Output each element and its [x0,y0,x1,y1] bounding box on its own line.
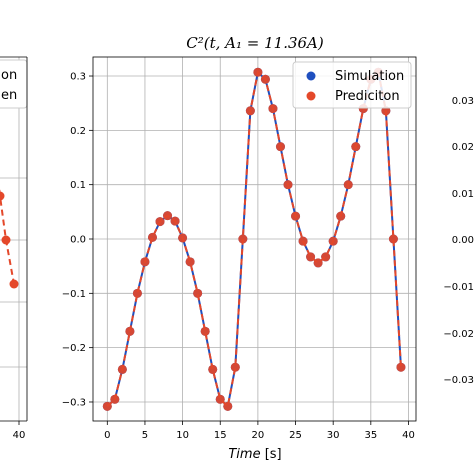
left-panel-legend-text-2: en [1,88,17,103]
point-prediction-17 [230,362,240,372]
y-tick-label-1: −0.2 [62,343,86,354]
point-prediction-11 [185,257,195,267]
point-prediction-32 [343,180,353,190]
point-prediction-21 [260,74,270,84]
x-tick-label-3: 15 [214,430,227,441]
point-prediction-15 [215,394,225,404]
point-prediction-38 [388,234,398,244]
right-panel-ytick-1: 0.02 [452,142,474,153]
right-panel-ytick-5: −0.02 [443,329,474,340]
point-prediction-12 [193,288,203,298]
x-tick-label-8: 40 [402,430,415,441]
point-prediction-23 [275,142,285,152]
legend-label-prediction: Prediciton [335,89,400,104]
point-prediction-26 [298,236,308,246]
x-tick-label-0: 0 [104,430,110,441]
x-tick-label-1: 5 [142,430,148,441]
point-prediction-8 [163,211,173,221]
point-prediction-19 [245,106,255,116]
point-prediction-25 [291,211,301,221]
point-prediction-18 [238,234,248,244]
point-prediction-39 [396,362,406,372]
legend-box [292,61,412,109]
y-tick-label-4: 0.1 [70,180,86,191]
left-panel-xtick-label: 40 [13,430,26,441]
legend: Simulation Prediciton [292,61,412,109]
point-prediction-13 [200,326,210,336]
right-panel-ytick-4: −0.01 [443,282,474,293]
point-prediction-27 [306,252,316,262]
y-tick-label-2: −0.1 [62,289,86,300]
x-tick-label-2: 10 [176,430,189,441]
y-tick-label-5: 0.2 [70,126,86,137]
point-prediction-28 [313,258,323,268]
chart-title: C²(t, A₁ = 11.36A) [186,34,324,52]
point-prediction-0 [102,401,112,411]
point-prediction-5 [140,257,150,267]
point-prediction-29 [321,252,331,262]
left-series-point-1 [1,235,11,245]
point-prediction-4 [132,288,142,298]
series-layer [102,67,406,411]
point-prediction-37 [381,106,391,116]
right-neighbor-panel: 0.03 0.02 0.01 0.00 −0.01 −0.02 −0.03 [443,96,474,386]
right-panel-ytick-0: 0.03 [452,96,474,107]
series-line-prediction [106,70,402,409]
legend-marker-simulation [306,71,316,81]
point-prediction-9 [170,216,180,226]
grid-lines [93,57,416,421]
x-axis-ticks: 0 5 10 15 20 25 30 35 40 [104,421,415,441]
x-tick-label-7: 35 [364,430,377,441]
point-prediction-1 [110,394,120,404]
main-plot-panel: C²(t, A₁ = 11.36A) 0 5 10 15 20 25 30 35 40 −0.3… [62,34,417,462]
right-panel-ytick-3: 0.00 [452,235,474,246]
point-prediction-6 [147,232,157,242]
y-tick-label-3: 0.0 [70,235,86,246]
x-tick-label-6: 30 [327,430,340,441]
left-series-point-0 [0,191,5,201]
right-panel-ytick-2: 0.01 [452,189,474,200]
point-prediction-22 [268,104,278,114]
point-prediction-7 [155,217,165,227]
point-prediction-2 [117,364,127,374]
y-tick-label-0: −0.3 [62,397,86,408]
left-panel-legend-text-1: on [1,68,17,83]
x-tick-label-4: 20 [252,430,265,441]
point-prediction-24 [283,180,293,190]
left-panel-series [0,186,19,289]
x-axis-label: Time [s] [228,447,281,462]
x-axis-label-italic: Time [228,447,260,462]
right-panel-ytick-6: −0.03 [443,375,474,386]
point-prediction-10 [178,233,188,243]
point-prediction-33 [351,142,361,152]
x-tick-label-5: 25 [289,430,302,441]
y-axis-ticks: −0.3 −0.2 −0.1 0.0 0.1 0.2 0.3 [62,72,93,408]
point-prediction-3 [125,326,135,336]
point-prediction-30 [328,236,338,246]
left-series-line [0,186,15,285]
point-prediction-20 [253,67,263,77]
left-series-point-2 [9,279,19,289]
point-prediction-16 [223,401,233,411]
point-prediction-31 [336,211,346,221]
legend-marker-prediction [306,91,316,101]
legend-label-simulation: Simulation [335,69,404,84]
point-prediction-14 [208,364,218,374]
y-tick-label-6: 0.3 [70,72,86,83]
x-axis-label-unit: [s] [261,447,282,462]
left-neighbor-panel: on en 40 [0,56,28,441]
